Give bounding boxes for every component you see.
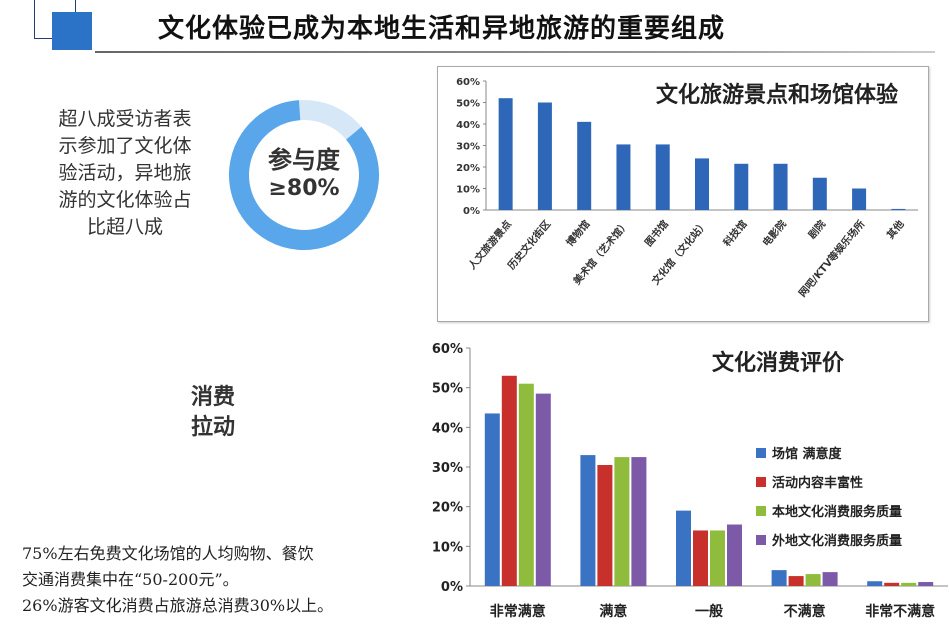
x-tick-label: 网吧/KTV等娱乐场所 <box>796 218 868 300</box>
x-tick-label: 图书馆 <box>642 218 671 249</box>
x-tick-label: 电影院 <box>760 218 789 249</box>
y-tick-label: 20% <box>456 163 480 174</box>
bar <box>484 413 500 586</box>
bar <box>693 530 708 586</box>
intro-line: 比超八成 <box>86 216 163 238</box>
x-tick-label: 科技馆 <box>720 218 749 249</box>
y-tick-label: 0% <box>463 206 480 217</box>
y-tick-label: 20% <box>432 501 463 516</box>
legend-swatch <box>756 448 766 458</box>
bar <box>867 581 883 586</box>
bar <box>501 375 517 586</box>
legend-swatch <box>756 506 766 516</box>
intro-line: 验活动，异地旅 <box>58 162 192 184</box>
y-tick-label: 0% <box>441 580 463 595</box>
bar <box>805 574 821 586</box>
decorative-blue-square <box>52 12 92 50</box>
bar <box>734 163 749 210</box>
legend-label: 外地文化消费服务质量 <box>771 533 902 549</box>
legend-swatch <box>756 477 766 487</box>
bar <box>597 465 613 586</box>
bar <box>535 393 551 586</box>
x-tick-label: 一般 <box>695 603 723 620</box>
x-tick-label: 满意 <box>599 603 627 620</box>
bar <box>822 572 838 586</box>
bar <box>918 582 934 586</box>
legend-label: 场馆 满意度 <box>772 446 843 462</box>
pull-line: 消费 <box>190 385 235 410</box>
x-tick-label: 剧院 <box>805 218 828 242</box>
y-tick-label: 40% <box>456 120 480 131</box>
intro-line: 超八成受访者表 <box>58 108 192 130</box>
y-tick-label: 30% <box>456 142 480 153</box>
intro-text: 超八成受访者表 示参加了文化体 验活动，异地旅 游的文化体验占 比超八成 <box>30 106 220 241</box>
chart-venue-experience: 0% 10% 20% 30% 40% 50% 60% 人文旅游景点 历史文化街区 博物馆 美术馆（艺… <box>437 66 929 322</box>
note-line: 26%游客文化消费占旅游总消费30%以上。 <box>22 596 334 615</box>
y-tick-label: 60% <box>432 342 463 357</box>
chart-title: 文化旅游景点和场馆体验 <box>656 82 898 108</box>
bar <box>788 576 804 586</box>
x-tick-label: 非常不满意 <box>865 603 935 620</box>
donut-label-value: ≥80% <box>268 176 340 201</box>
bar <box>518 383 534 586</box>
legend-swatch <box>756 535 766 545</box>
y-tick-label: 30% <box>432 461 463 476</box>
pull-line: 拉动 <box>190 415 235 440</box>
page-title: 文化体验已成为本地生活和异地旅游的重要组成 <box>158 14 726 44</box>
chart-consumption-rating-svg: 0% 10% 20% 30% 40% 50% 60% 非常满意 满意 一般 不满意 非常不满意 文化消费… <box>432 342 948 620</box>
bar <box>614 457 630 586</box>
y-tick-label: 50% <box>432 382 463 397</box>
bar <box>537 102 552 210</box>
y-tick-label: 10% <box>456 185 480 196</box>
bar <box>580 455 596 586</box>
bar <box>710 530 725 586</box>
y-tick-label: 50% <box>456 99 480 110</box>
x-tick-label: 不满意 <box>784 603 826 620</box>
bar <box>695 158 709 210</box>
x-tick-label: 非常满意 <box>490 603 546 620</box>
intro-line: 游的文化体验占 <box>58 189 192 211</box>
title-divider <box>95 51 935 53</box>
bar <box>901 582 917 586</box>
x-tick-label: 其他 <box>884 218 907 242</box>
bar <box>498 98 513 210</box>
bar <box>812 177 827 210</box>
bar <box>655 144 670 210</box>
bar <box>773 163 788 210</box>
note-line: 75%左右免费文化场馆的人均购物、餐饮 <box>22 544 314 563</box>
y-tick-label: 40% <box>432 421 463 436</box>
consumption-pull-label: 消费 拉动 <box>178 383 248 443</box>
intro-line: 示参加了文化体 <box>58 135 192 157</box>
donut-label: 参与度 ≥80% <box>224 145 384 203</box>
y-tick-label: 10% <box>432 540 463 555</box>
bar <box>631 457 647 586</box>
donut-label-title: 参与度 <box>268 146 340 174</box>
bar <box>616 144 631 210</box>
chart-title: 文化消费评价 <box>712 350 845 376</box>
bar <box>727 524 742 586</box>
note-line: 交通消费集中在“50-200元”。 <box>22 570 239 589</box>
participation-donut <box>229 100 379 250</box>
legend-label: 活动内容丰富性 <box>772 475 863 491</box>
donut-fill-arc <box>229 100 379 250</box>
bar <box>771 570 787 586</box>
bar <box>884 582 900 586</box>
y-tick-label: 60% <box>456 77 480 88</box>
bar <box>577 121 592 210</box>
bar <box>852 188 867 210</box>
bar <box>676 510 691 586</box>
bar <box>891 208 906 210</box>
x-tick-label: 博物馆 <box>563 218 592 249</box>
legend-label: 本地文化消费服务质量 <box>772 504 902 520</box>
bottom-notes: 75%左右免费文化场馆的人均购物、餐饮 交通消费集中在“50-200元”。 26… <box>22 541 422 619</box>
